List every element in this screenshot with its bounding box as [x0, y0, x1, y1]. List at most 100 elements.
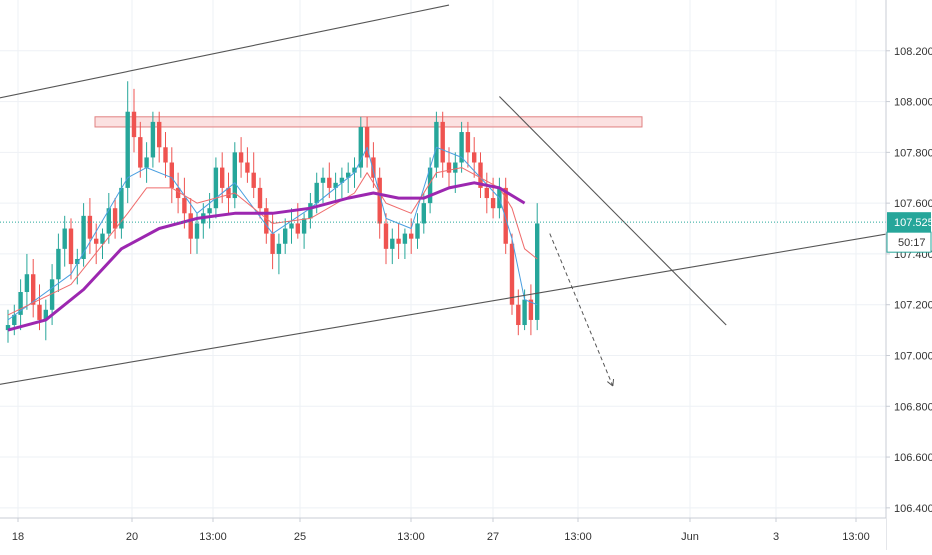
candle-body [112, 208, 118, 229]
x-tick-label: 13:00 [842, 531, 870, 543]
candle-body [339, 177, 345, 183]
projection-arrow-head [607, 381, 614, 387]
time-axis-background [0, 518, 886, 550]
candle-body [5, 325, 11, 331]
candle-body [289, 223, 294, 229]
candle-body [226, 187, 231, 199]
countdown-badge-text: 50:17 [898, 237, 926, 249]
indicator-lines [7, 146, 538, 332]
candle-body [169, 162, 174, 188]
x-tick-label: 13:00 [199, 531, 227, 543]
candle-body [434, 121, 439, 168]
candle-body [163, 147, 168, 163]
trendline[interactable] [499, 96, 727, 326]
candle-body [490, 198, 496, 209]
candle-body [415, 223, 420, 239]
x-tick-label: 27 [487, 531, 499, 543]
candle-body [207, 208, 212, 214]
candle-body [383, 223, 389, 249]
candle-body [144, 157, 149, 168]
drawings [0, 4, 932, 394]
candle-body [43, 309, 48, 320]
candle-body [62, 228, 67, 249]
y-tick-label: 107.000 [894, 350, 932, 362]
x-tick-label: 13:00 [397, 531, 425, 543]
candle-body [87, 215, 93, 239]
candle-body [138, 137, 143, 168]
y-tick-label: 106.600 [894, 452, 932, 464]
candle-body [188, 213, 193, 239]
candle-body [119, 187, 124, 229]
candle-body [371, 157, 376, 178]
candle-body [320, 177, 326, 183]
y-tick-label: 107.800 [894, 147, 932, 159]
candle-body [194, 223, 200, 239]
x-tick-label: Jun [681, 531, 699, 543]
candle-body [270, 233, 275, 254]
candle-body [402, 233, 408, 244]
y-tick-label: 107.200 [894, 300, 932, 312]
y-tick-label: 108.000 [894, 97, 932, 109]
candle-body [377, 177, 382, 224]
candle-body [535, 223, 540, 320]
candle-body [295, 223, 300, 234]
candle-body [100, 233, 105, 244]
candle-body [352, 167, 357, 173]
price-badge [887, 212, 931, 233]
candle-body [12, 314, 17, 326]
candle-body [49, 279, 55, 310]
candle-body [276, 243, 282, 254]
candle-body [150, 121, 156, 158]
candle-body [409, 233, 414, 239]
candle-body [24, 274, 30, 293]
candle-body [358, 126, 363, 168]
candle-body [528, 299, 534, 320]
resistance-zone-layer [94, 116, 643, 128]
candle-body [346, 172, 351, 178]
candle-body [213, 167, 219, 209]
candle-body [37, 304, 42, 320]
candle-body [81, 215, 86, 259]
candle-body [308, 203, 313, 219]
candle-body [251, 172, 256, 188]
candle-body [75, 259, 80, 265]
candle-body [106, 208, 111, 234]
candle-body [459, 132, 464, 163]
candle-body [333, 182, 338, 188]
candle-body [427, 167, 433, 204]
y-tick-label: 106.400 [894, 503, 932, 515]
y-tick-label: 106.800 [894, 401, 932, 413]
candle-body [364, 126, 370, 158]
indicator-line [7, 146, 538, 321]
candle-body [509, 243, 515, 305]
candle-body [327, 177, 332, 188]
candle-body [440, 121, 445, 163]
candle-body [157, 121, 162, 148]
countdown-badge [886, 231, 932, 253]
candle-body [283, 228, 288, 244]
candle-body [264, 208, 269, 234]
candle-body [478, 162, 483, 188]
candle-body [421, 203, 426, 224]
indicator-line [7, 181, 526, 332]
trendline[interactable] [0, 132, 932, 394]
candle-body [125, 111, 130, 188]
price-badge-text: 107.525 [894, 217, 932, 229]
candle-body [232, 152, 237, 199]
candle-body [220, 167, 225, 188]
candle-body [245, 162, 250, 173]
x-tick-label: 18 [12, 531, 24, 543]
candle-body [314, 182, 319, 204]
x-tick-label: 20 [126, 531, 138, 543]
x-tick-label: 13:00 [564, 531, 592, 543]
y-tick-label: 107.600 [894, 198, 932, 210]
candle-body [453, 162, 458, 173]
y-tick-label: 108.200 [894, 46, 932, 58]
candle-body [396, 238, 401, 244]
candle-body [94, 238, 99, 244]
trendline[interactable] [0, 4, 450, 109]
